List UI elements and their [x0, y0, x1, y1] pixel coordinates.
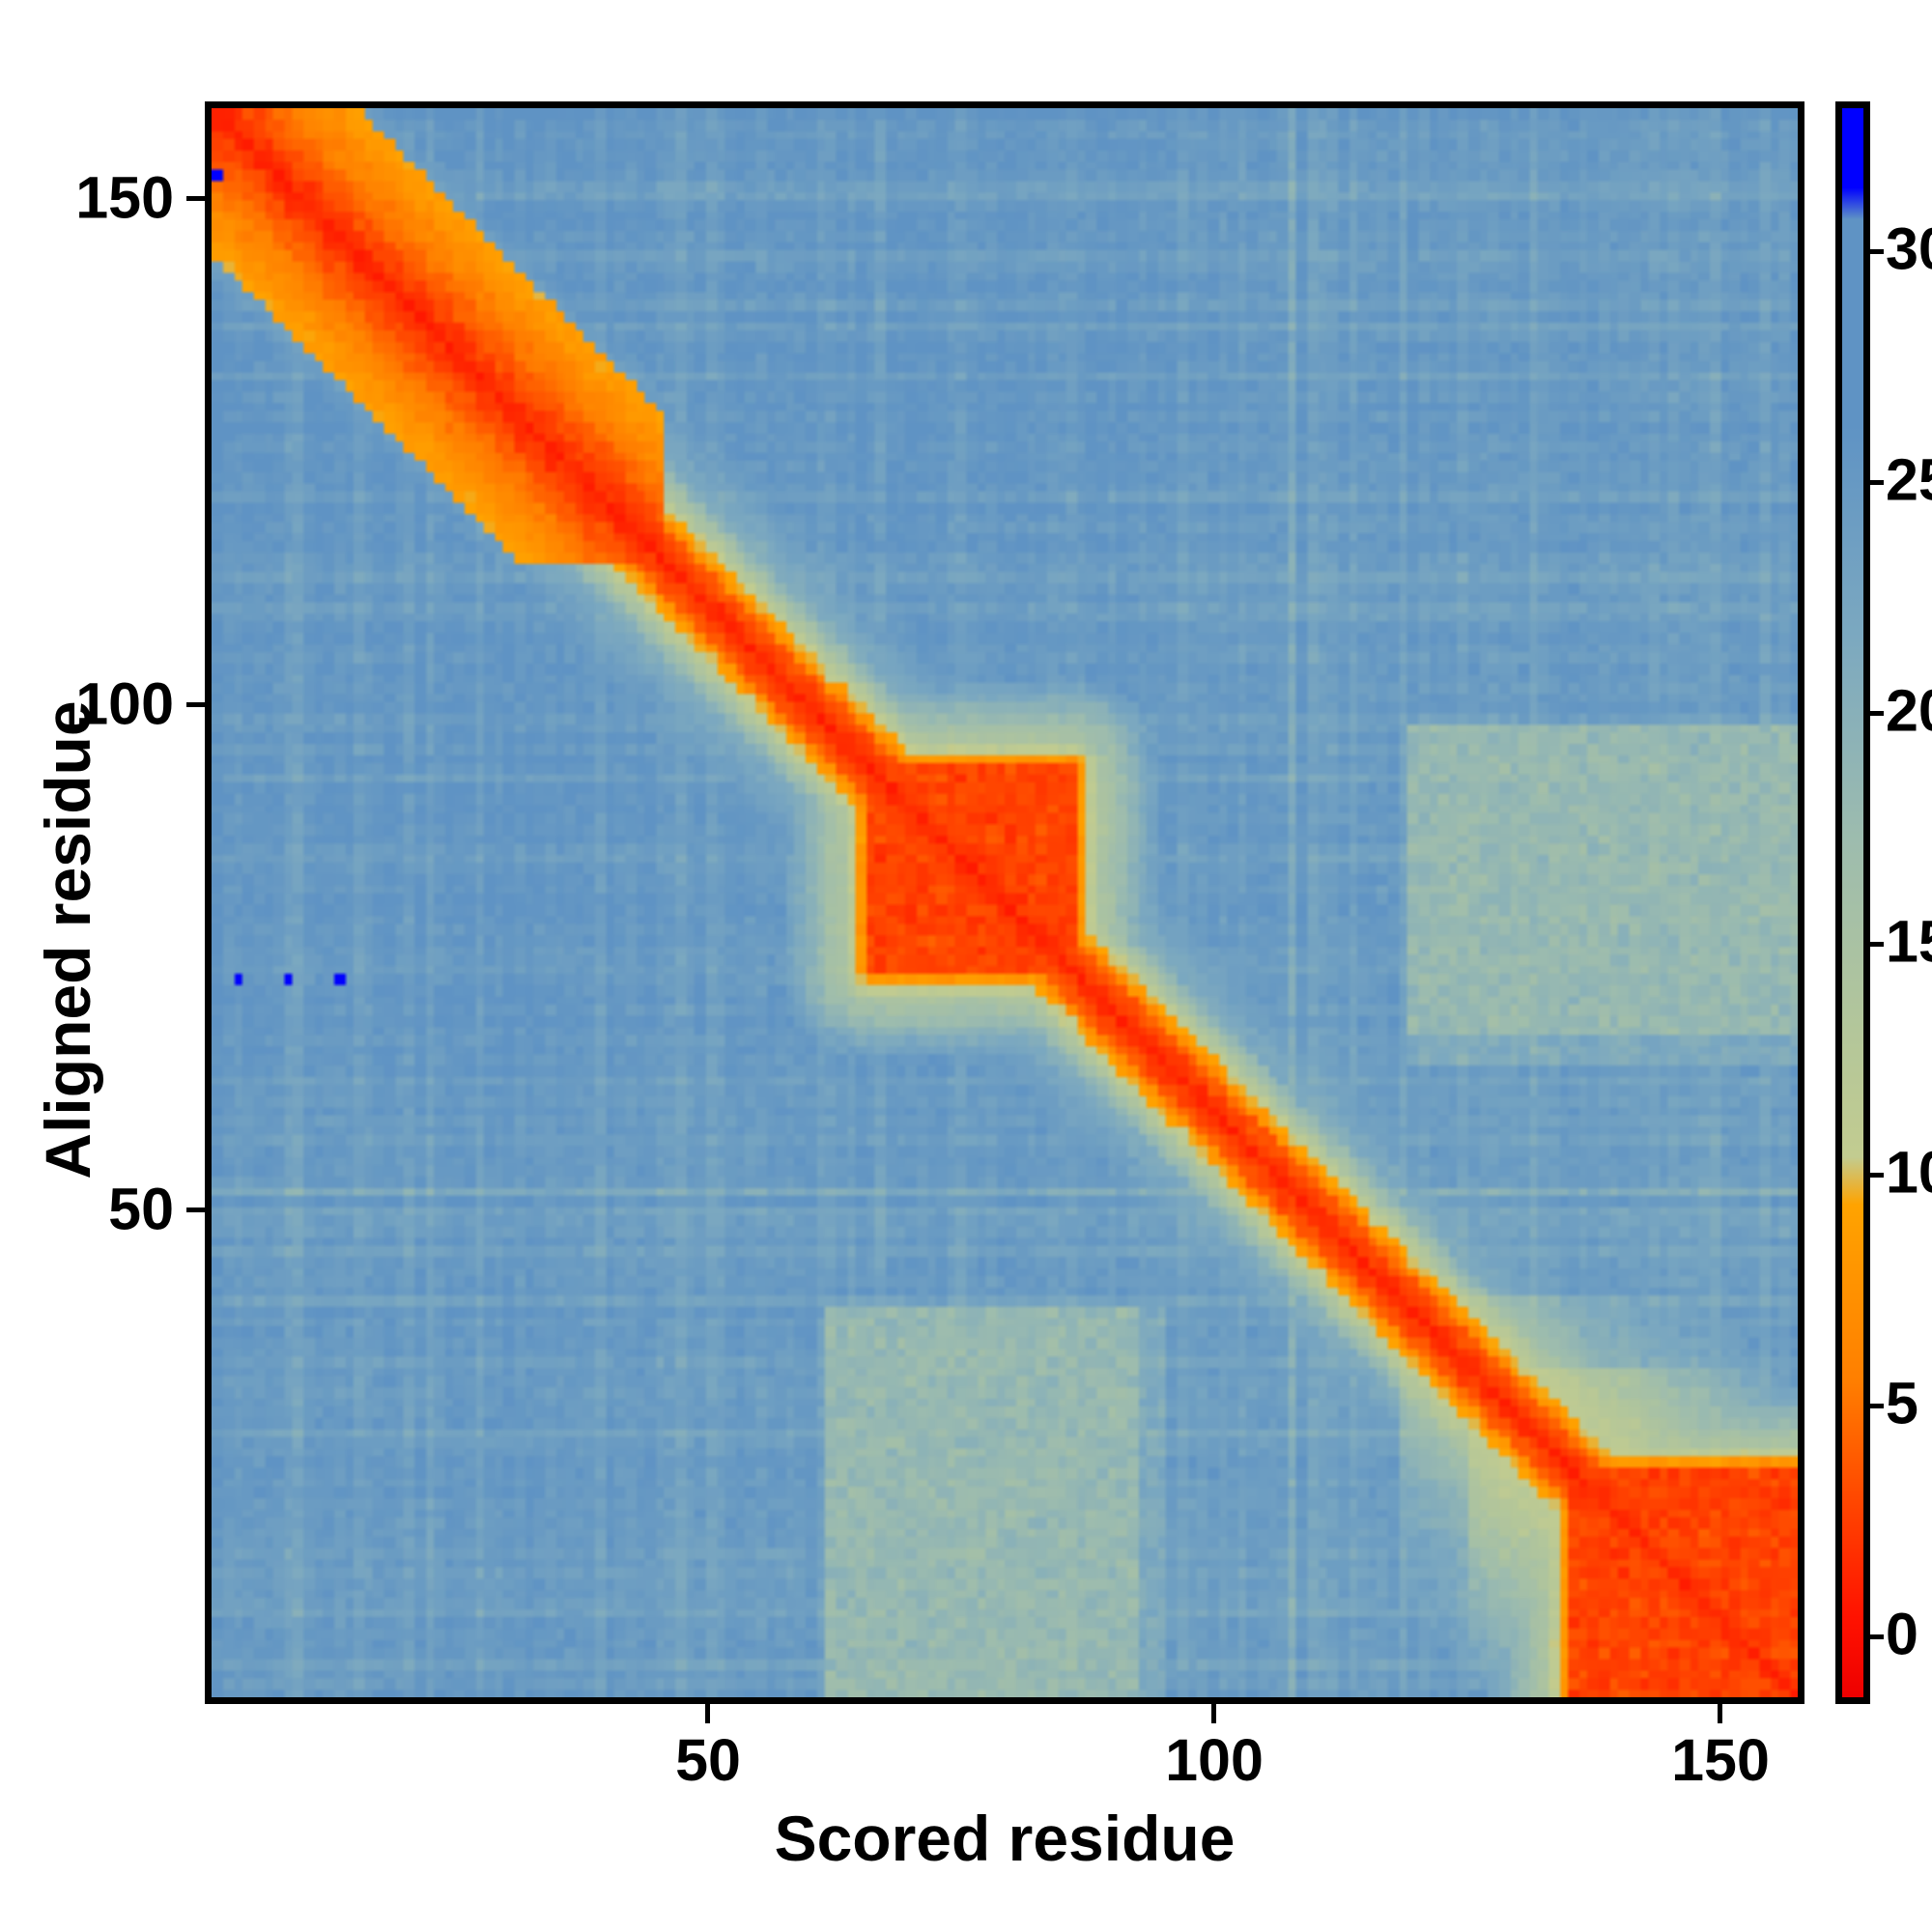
y-tick-150 [186, 196, 206, 201]
y-tick-100 [186, 702, 206, 707]
colorbar-tick-25 [1870, 480, 1884, 485]
x-ticklabel-50: 50 [675, 1727, 741, 1793]
x-tick-50 [705, 1704, 710, 1723]
colorbar-tick-0 [1870, 1634, 1884, 1639]
x-ticklabel-100: 100 [1165, 1727, 1264, 1793]
colorbar-tick-15 [1870, 942, 1884, 947]
colorbar-label-10: 10 [1886, 1139, 1932, 1206]
colorbar-label-25: 25 [1886, 446, 1932, 513]
colorbar-tick-30 [1870, 249, 1884, 254]
colorbar-label-20: 20 [1886, 677, 1932, 744]
y-ticklabel-150: 150 [75, 164, 174, 231]
heatmap-plot-area[interactable] [205, 101, 1804, 1704]
y-ticklabel-100: 100 [75, 670, 174, 737]
colorbar-tick-20 [1870, 711, 1884, 716]
colorbar-tick-10 [1870, 1173, 1884, 1178]
y-tick-50 [186, 1208, 206, 1212]
x-ticklabel-150: 150 [1671, 1727, 1770, 1793]
colorbar-label-0: 0 [1886, 1601, 1918, 1667]
x-tick-100 [1211, 1704, 1216, 1723]
y-ticklabel-50: 50 [108, 1176, 174, 1242]
colorbar-label-30: 30 [1886, 215, 1932, 282]
x-tick-150 [1718, 1704, 1722, 1723]
colorbar[interactable] [1835, 101, 1870, 1704]
x-axis-title: Scored residue [774, 1803, 1236, 1874]
heatmap-canvas[interactable] [212, 108, 1798, 1697]
colorbar-label-5: 5 [1886, 1370, 1918, 1436]
colorbar-gradient [1842, 108, 1863, 1697]
colorbar-tick-5 [1870, 1404, 1884, 1408]
colorbar-label-15: 15 [1886, 908, 1932, 975]
y-axis-title: Aligned residue [32, 700, 103, 1179]
